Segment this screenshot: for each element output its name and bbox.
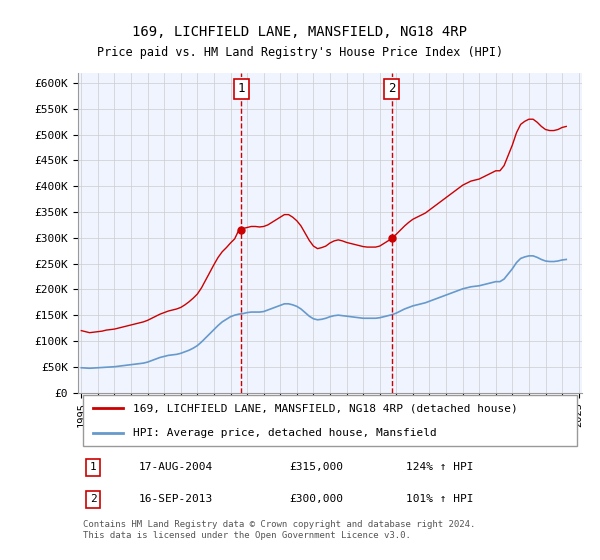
Text: 1: 1 <box>90 462 97 472</box>
Text: 169, LICHFIELD LANE, MANSFIELD, NG18 4RP: 169, LICHFIELD LANE, MANSFIELD, NG18 4RP <box>133 25 467 39</box>
Text: 2: 2 <box>388 82 395 95</box>
Text: 17-AUG-2004: 17-AUG-2004 <box>139 462 213 472</box>
Text: 1: 1 <box>238 82 245 95</box>
Text: Price paid vs. HM Land Registry's House Price Index (HPI): Price paid vs. HM Land Registry's House … <box>97 46 503 59</box>
Text: £300,000: £300,000 <box>290 494 344 504</box>
Text: Contains HM Land Registry data © Crown copyright and database right 2024.
This d: Contains HM Land Registry data © Crown c… <box>83 520 475 540</box>
Text: HPI: Average price, detached house, Mansfield: HPI: Average price, detached house, Mans… <box>133 428 437 438</box>
Text: 169, LICHFIELD LANE, MANSFIELD, NG18 4RP (detached house): 169, LICHFIELD LANE, MANSFIELD, NG18 4RP… <box>133 403 518 413</box>
Text: £315,000: £315,000 <box>290 462 344 472</box>
FancyBboxPatch shape <box>83 395 577 446</box>
Text: 2: 2 <box>90 494 97 504</box>
Text: 16-SEP-2013: 16-SEP-2013 <box>139 494 213 504</box>
Text: 124% ↑ HPI: 124% ↑ HPI <box>406 462 473 472</box>
Text: 101% ↑ HPI: 101% ↑ HPI <box>406 494 473 504</box>
